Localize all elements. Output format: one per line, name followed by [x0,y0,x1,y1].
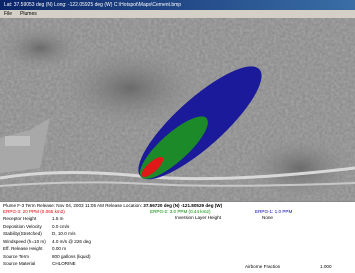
menu-item[interactable]: Plumes [20,11,37,17]
header-text: Plume F-3 Term Release: Nov 04, 2003 11:… [3,203,222,208]
field-value: 0.0 cm/s [52,224,69,229]
menu-item[interactable]: File [4,11,12,17]
field-label: Stability(Stretched) [3,231,42,236]
menu-bar: File Plumes [0,10,355,18]
field-label: Deposition Velocity [3,224,42,229]
field-label: Receptor Height [3,216,36,221]
field-label: Windspeed (h=10 m) [3,239,46,244]
field-value: None [262,215,273,220]
field-label: Source Term [3,254,29,259]
field-value: 800 gallons (liquid) [52,254,91,259]
field-value: 1.000 [320,264,332,269]
field-label: Inversion Layer Height [175,215,221,220]
map-view [0,18,355,201]
field-value: CHLORINE [52,261,76,266]
app-window: Lat: 37.59053 deg (N) Long: -122.05925 d… [0,0,355,273]
info-panel: Plume F-3 Term Release: Nov 04, 2003 11:… [0,201,355,273]
erpg2: ERPG-2: 3.0 PPM (0.44 km2) [150,209,211,214]
field-value: 0.00 m [52,246,66,251]
title-bar: Lat: 37.59053 deg (N) Long: -122.05925 d… [0,0,355,10]
field-label: Source Material [3,261,35,266]
field-value: 4.0 m/s @ 226 deg [52,239,91,244]
erpg3: ERPG-3: 20 PPM (0.065 km2) [3,209,65,214]
field-label: Airborne Fraction [245,264,280,269]
erpg1: ERPG-1: 1.0 PPM [255,209,292,214]
field-value: D, 10.0 m/s [52,231,76,236]
field-value: 1.5 m [52,216,64,221]
field-label: Eff. Release Height [3,246,43,251]
